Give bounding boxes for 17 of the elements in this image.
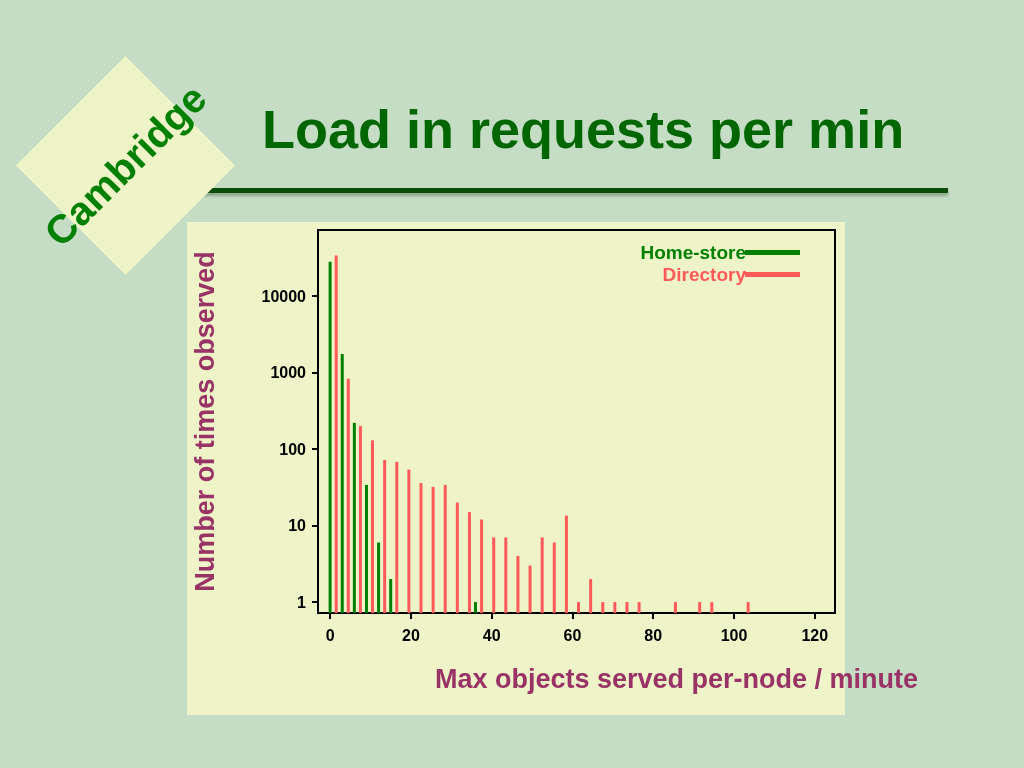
x-tick-label: 120	[801, 626, 829, 644]
y-tick-label: 10	[288, 517, 307, 535]
y-tick-label: 1	[297, 593, 307, 611]
chart-title: Load in requests per min	[262, 98, 905, 160]
x-tick-label: 20	[402, 626, 420, 644]
y-tick-label: 100	[279, 440, 307, 458]
x-tick-label: 0	[325, 626, 335, 644]
x-tick-label: 100	[720, 626, 748, 644]
legend-label: Directory	[662, 264, 747, 285]
legend-label: Home-store	[640, 242, 746, 263]
x-tick-label: 40	[482, 626, 501, 644]
y-tick-label: 1000	[270, 364, 307, 382]
y-axis-title: Number of times observed	[189, 251, 220, 592]
x-axis-title: Max objects served per-node / minute	[434, 663, 919, 694]
y-tick-label: 10000	[261, 287, 307, 305]
x-tick-label: 80	[644, 626, 663, 644]
x-tick-label: 60	[563, 626, 582, 644]
